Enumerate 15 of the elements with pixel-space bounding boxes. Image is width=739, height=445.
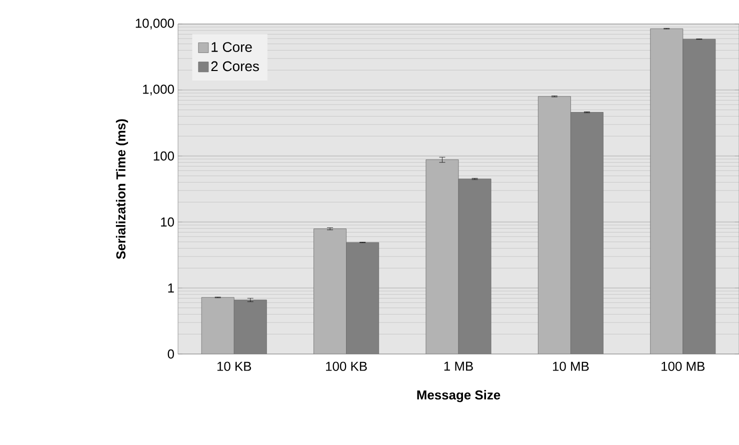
y-tick-label: 1 bbox=[168, 284, 174, 292]
x-tick-label: 100 MB bbox=[662, 362, 705, 371]
legend-label: 1 Core bbox=[212, 42, 252, 52]
y-tick-label: 10 bbox=[161, 217, 174, 227]
x-tick-label: 1 MB bbox=[444, 362, 473, 371]
y-axis-title: Serialization Time (ms) bbox=[116, 119, 128, 260]
x-axis-title: Message Size bbox=[417, 390, 500, 402]
x-tick-label: 10 MB bbox=[552, 362, 589, 371]
y-tick-label: 100 bbox=[154, 151, 174, 161]
x-tick-label: 100 KB bbox=[326, 362, 367, 371]
x-tick-label: 10 KB bbox=[217, 362, 252, 371]
y-tick-label: 0 bbox=[168, 349, 174, 359]
y-tick-label: 1,000 bbox=[143, 84, 174, 96]
legend-label: 2 Cores bbox=[211, 61, 259, 72]
y-tick-label: 10,000 bbox=[136, 18, 174, 30]
